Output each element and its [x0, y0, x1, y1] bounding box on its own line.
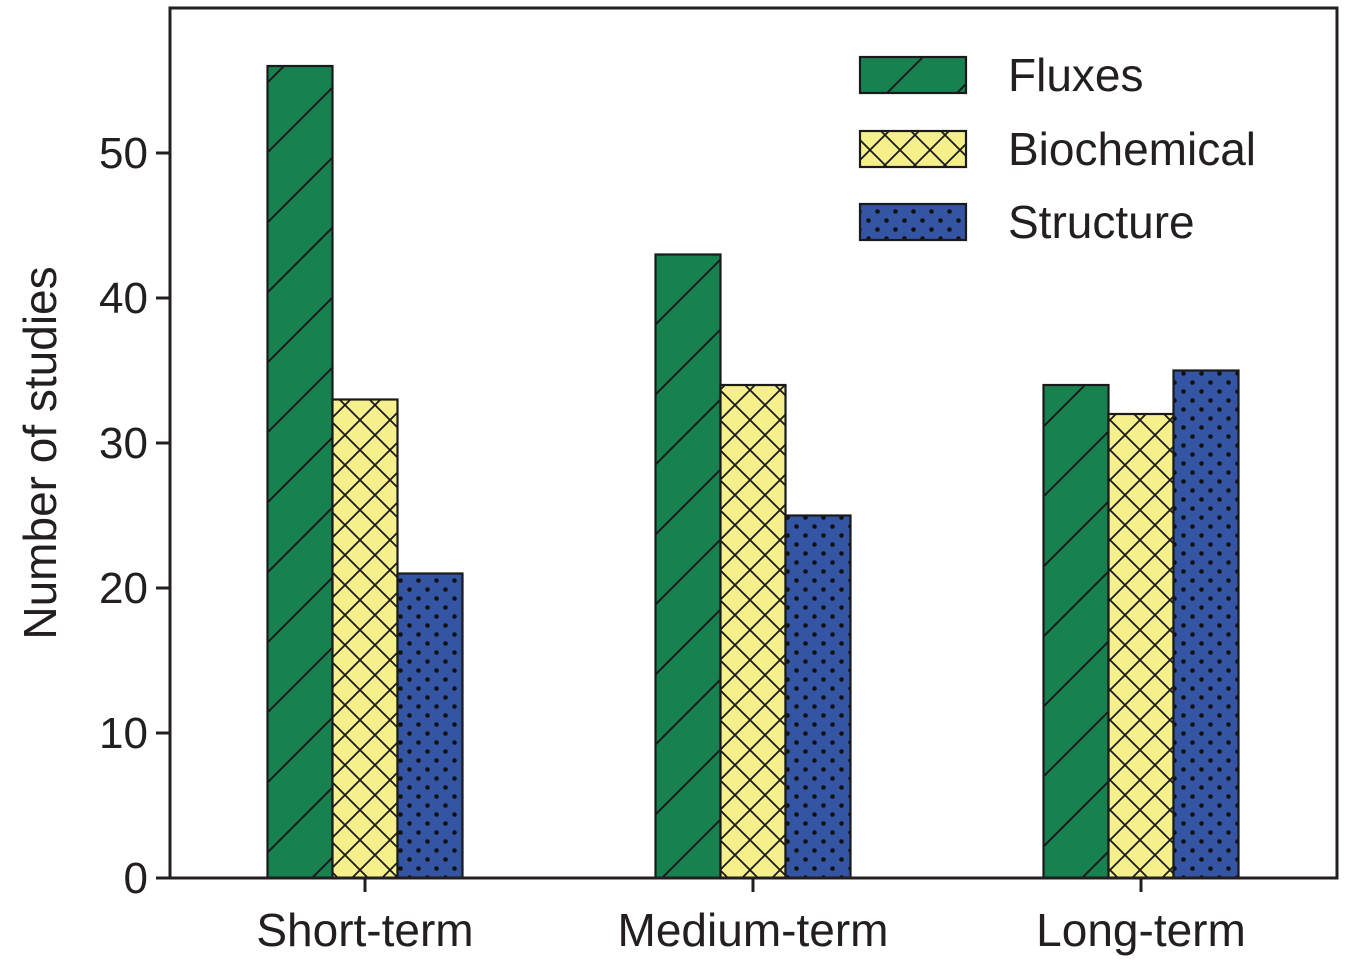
y-tick-label: 20 — [99, 564, 148, 613]
y-axis-title: Number of studies — [14, 266, 66, 639]
y-tick-label: 10 — [99, 709, 148, 758]
bar-biochemical-medium-term — [719, 383, 787, 880]
x-tick-label: Short-term — [256, 904, 473, 956]
bar-biochemical-short-term — [331, 398, 399, 880]
legend-label-structure: Structure — [1008, 196, 1195, 248]
x-axis: Short-term Medium-term Long-term — [256, 878, 1246, 956]
legend-label-fluxes: Fluxes — [1008, 49, 1143, 101]
bar-structure-long-term — [1172, 369, 1240, 880]
bar-structure-short-term — [396, 572, 464, 880]
x-tick-label: Long-term — [1036, 904, 1246, 956]
legend-label-biochemical: Biochemical — [1008, 123, 1256, 175]
x-tick-label: Medium-term — [618, 904, 889, 956]
bar-fluxes-short-term — [266, 64, 334, 880]
legend-swatch-fluxes — [858, 55, 968, 95]
y-tick-label: 40 — [99, 274, 148, 323]
y-axis: 0 10 20 30 40 50 — [99, 129, 170, 903]
legend-swatch-structure — [858, 202, 968, 242]
bars-layer — [266, 64, 1240, 880]
bar-structure-medium-term — [784, 514, 852, 880]
legend-swatch-biochemical — [858, 129, 968, 169]
bar-fluxes-medium-term — [654, 253, 722, 880]
y-tick-label: 0 — [124, 854, 148, 903]
bar-biochemical-long-term — [1107, 412, 1175, 880]
legend: Fluxes Biochemical Structure — [858, 49, 1256, 248]
bar-fluxes-long-term — [1042, 383, 1110, 880]
y-tick-label: 30 — [99, 419, 148, 468]
y-tick-label: 50 — [99, 129, 148, 178]
